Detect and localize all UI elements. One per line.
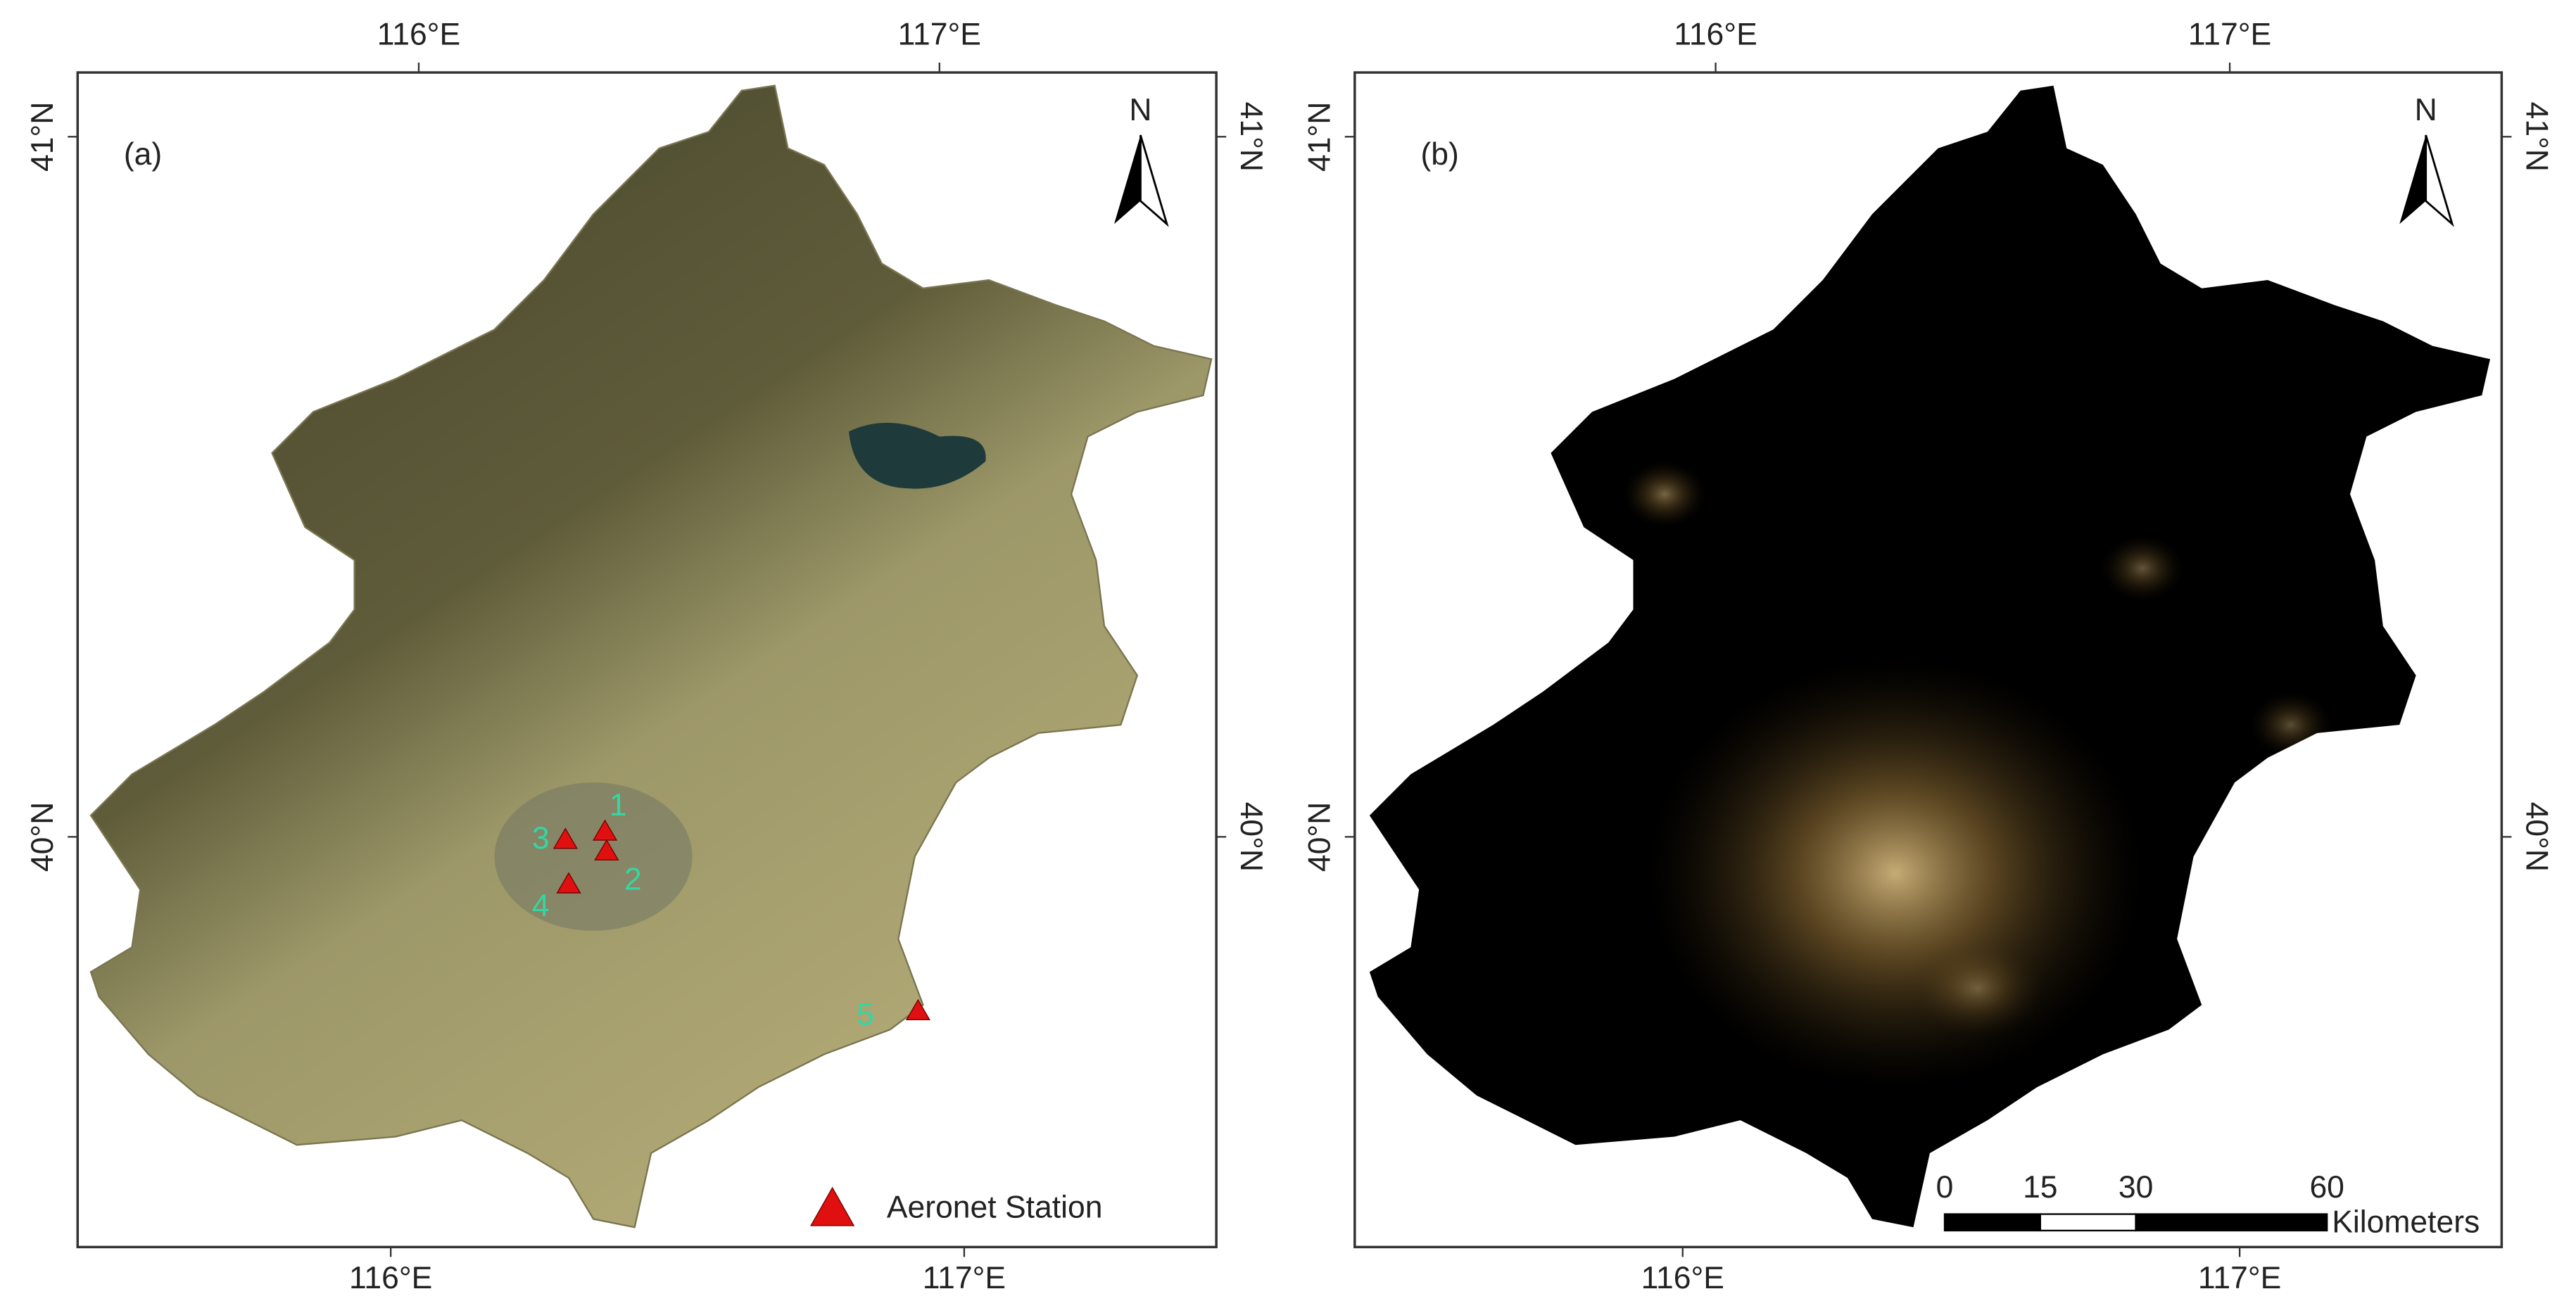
lon-label: 117°E bbox=[923, 1261, 1006, 1295]
lon-label: 116°E bbox=[1674, 17, 1757, 51]
glow bbox=[1623, 461, 1706, 528]
station-marker bbox=[553, 827, 578, 849]
north-arrow bbox=[2425, 134, 2454, 227]
lon-label: 116°E bbox=[377, 17, 460, 51]
lat-label: 41°N bbox=[25, 102, 60, 172]
scale-label: 30 bbox=[2119, 1170, 2153, 1205]
station-marker bbox=[556, 872, 581, 894]
urban-area bbox=[494, 782, 693, 931]
reservoir bbox=[849, 422, 986, 489]
legend-marker bbox=[809, 1186, 855, 1226]
lon-label: 117°E bbox=[898, 17, 981, 51]
station-marker bbox=[592, 819, 618, 841]
station-label: 5 bbox=[857, 997, 874, 1031]
overlay: (a) 116°E 117°E 116°E 117°E 41°N 41°N 40°N 40°N N… bbox=[25, 17, 2553, 1295]
glow bbox=[2101, 535, 2184, 602]
lat-label: 41°N bbox=[2519, 102, 2553, 172]
station-marker bbox=[594, 839, 619, 861]
station-label: 3 bbox=[532, 821, 550, 856]
north-label: N bbox=[1129, 93, 1151, 127]
lat-label: 40°N bbox=[1303, 802, 1337, 872]
scale-label: 15 bbox=[2023, 1170, 2057, 1205]
scale-segment bbox=[2135, 1213, 2328, 1232]
station-marker bbox=[905, 998, 930, 1020]
lat-label: 41°N bbox=[1303, 102, 1337, 172]
lon-label: 116°E bbox=[1641, 1261, 1724, 1295]
lat-label: 40°N bbox=[1234, 802, 1268, 872]
lon-label: 116°E bbox=[349, 1261, 432, 1295]
glow bbox=[1912, 939, 2044, 1039]
lat-label: 40°N bbox=[25, 802, 60, 872]
north-label: N bbox=[2415, 93, 2437, 127]
station-label: 4 bbox=[532, 889, 550, 923]
scale-segment bbox=[2039, 1213, 2137, 1232]
lat-label: 41°N bbox=[1234, 102, 1268, 172]
scale-label: 0 bbox=[1936, 1170, 1954, 1205]
station-label: 1 bbox=[610, 788, 627, 823]
scale-unit: Kilometers bbox=[2332, 1205, 2480, 1239]
scale-label: 60 bbox=[2309, 1170, 2344, 1205]
north-arrow bbox=[1139, 134, 1169, 227]
lon-label: 117°E bbox=[2198, 1261, 2281, 1295]
glow bbox=[1648, 659, 2142, 1088]
panel-label: (a) bbox=[124, 137, 162, 172]
lon-label: 117°E bbox=[2188, 17, 2271, 51]
lat-label: 40°N bbox=[2519, 802, 2553, 872]
scale-segment bbox=[1943, 1213, 2041, 1232]
night-lights bbox=[1623, 461, 2332, 1088]
panel-label: (b) bbox=[1420, 137, 1458, 172]
station-label: 2 bbox=[624, 862, 642, 896]
legend-label: Aeronet Station bbox=[887, 1190, 1103, 1224]
